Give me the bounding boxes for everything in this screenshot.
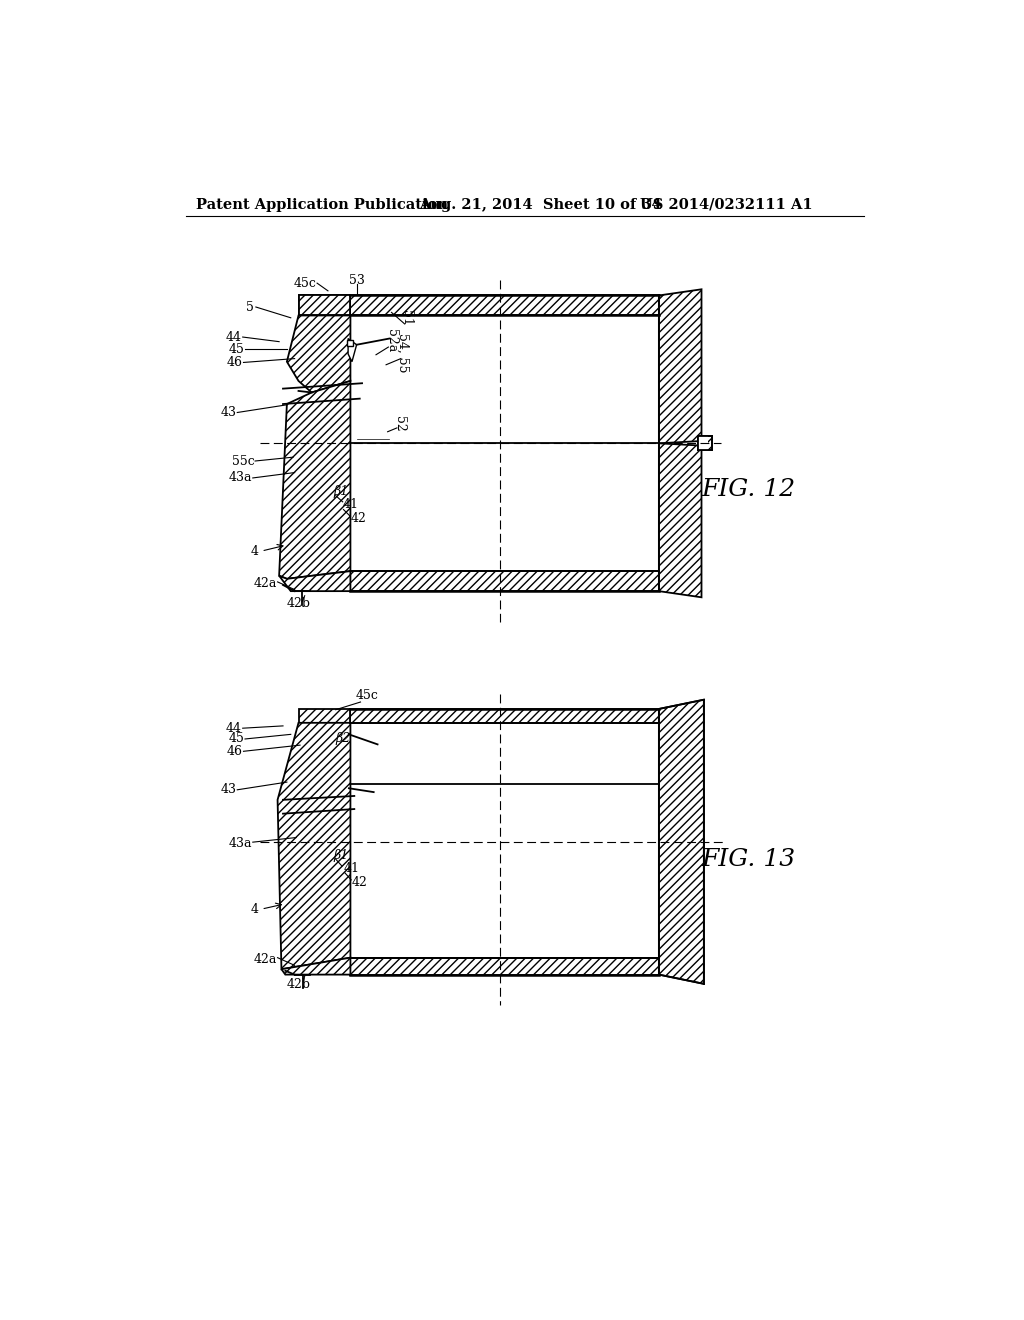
Text: 54, 55: 54, 55 [396,333,410,372]
Text: 44: 44 [226,722,242,735]
Text: 45: 45 [228,343,245,356]
Text: 43a: 43a [228,471,252,484]
Text: FIG. 13: FIG. 13 [701,847,795,871]
Text: 46: 46 [226,356,243,370]
Polygon shape [658,444,701,597]
Text: β1: β1 [334,484,348,498]
Text: 42a: 42a [253,577,276,590]
Text: Patent Application Publication: Patent Application Publication [197,198,449,211]
Polygon shape [299,709,350,723]
Polygon shape [282,958,350,974]
Polygon shape [278,723,350,969]
Text: 55c: 55c [231,454,254,467]
Polygon shape [299,296,350,315]
Text: 42b: 42b [287,597,310,610]
Text: 43: 43 [220,407,237,418]
Polygon shape [280,572,350,591]
Polygon shape [287,315,350,392]
Text: 45c: 45c [355,689,378,702]
Text: 45c: 45c [294,277,316,289]
Text: FIG. 12: FIG. 12 [701,478,795,502]
Text: 41: 41 [343,862,359,875]
Text: β1: β1 [334,849,348,862]
Text: 42a: 42a [253,953,276,966]
Text: β2: β2 [336,733,351,746]
Text: 45: 45 [228,733,245,746]
Text: 41: 41 [343,499,358,511]
Text: 43: 43 [220,783,237,796]
Polygon shape [280,381,350,578]
Text: 46: 46 [226,744,243,758]
Bar [347,341,352,346]
Text: Aug. 21, 2014  Sheet 10 of 34: Aug. 21, 2014 Sheet 10 of 34 [419,198,662,211]
Text: 42: 42 [352,875,368,888]
Bar [350,296,658,315]
Polygon shape [348,339,356,362]
Text: 4: 4 [250,903,258,916]
Bar [350,958,658,974]
Text: 43a: 43a [228,837,252,850]
Text: 44: 44 [226,330,242,343]
Text: 53: 53 [349,273,365,286]
Text: 51: 51 [400,310,414,326]
Text: 52a: 52a [385,329,398,352]
Text: 42: 42 [350,512,367,525]
Polygon shape [658,700,703,983]
Text: 5: 5 [247,301,254,314]
Bar [350,572,658,591]
Text: 4: 4 [250,545,258,557]
Text: 42b: 42b [287,978,310,991]
Text: 52: 52 [393,416,406,432]
Polygon shape [658,289,701,444]
Text: US 2014/0232111 A1: US 2014/0232111 A1 [640,198,812,211]
Bar [698,437,713,450]
Bar [350,709,658,723]
Polygon shape [299,296,350,315]
Bar [698,437,708,450]
